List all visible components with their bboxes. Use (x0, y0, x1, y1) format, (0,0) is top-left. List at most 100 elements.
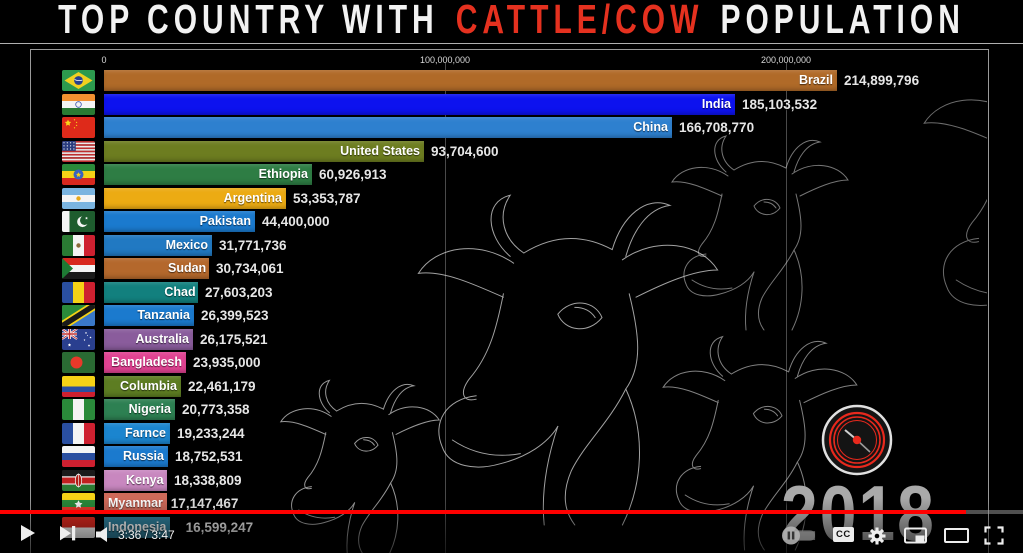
flag-colombia-icon (62, 375, 95, 397)
country-label: Tanzania (137, 308, 190, 322)
theater-icon (944, 528, 969, 543)
value-label: 18,338,809 (174, 472, 242, 488)
progress-bar[interactable] (0, 510, 1023, 514)
theater-mode-button[interactable] (944, 528, 970, 549)
bar-mexico (104, 234, 212, 256)
value-label: 44,400,000 (262, 214, 330, 229)
flag-chad-icon (62, 281, 95, 303)
flag-brazil-icon (62, 70, 95, 91)
flag-france-icon (62, 422, 95, 444)
country-label: Ethiopia (258, 167, 308, 181)
country-label: Nigeria (128, 402, 171, 416)
flag-bangladesh-icon (62, 352, 95, 373)
value-label: 19,233,244 (177, 425, 245, 441)
flag-australia-icon (62, 328, 95, 350)
flag-kenya-icon (62, 469, 95, 491)
value-label: 30,734,061 (216, 261, 284, 276)
bar-sudan (104, 258, 209, 279)
page-title: TOP COUNTRY WITH CATTLE/COW POPULATION (58, 0, 965, 44)
flag-tanzania-icon (62, 305, 95, 326)
value-label: 22,461,179 (188, 378, 256, 394)
flag-china-icon (62, 117, 95, 138)
title-prefix: TOP COUNTRY WITH (58, 0, 439, 43)
bar-china (104, 117, 672, 138)
country-label: Australia (135, 331, 189, 346)
title-suffix: POPULATION (720, 0, 965, 43)
country-label: Chad (164, 284, 196, 299)
country-label: Sudan (168, 261, 207, 275)
axis-tick-label: 100,000,000 (419, 55, 471, 65)
clock-icon (820, 403, 894, 482)
title-highlight: CATTLE/COW (455, 0, 704, 43)
bar-bangladesh (104, 352, 186, 373)
value-label: 26,399,523 (201, 308, 269, 323)
flag-nigeria-icon (62, 399, 95, 420)
country-label: Mexico (165, 237, 208, 252)
miniplayer-icon (904, 527, 927, 544)
country-label: Brazil (798, 73, 833, 87)
time-display: 3:36 / 3:47 (118, 528, 175, 542)
captions-button[interactable]: CC (833, 527, 854, 542)
bar-russia (104, 446, 168, 467)
flag-pakistan-icon (62, 211, 95, 232)
bar-colombia (104, 375, 181, 397)
settings-button[interactable] (867, 526, 887, 551)
value-label: 60,926,913 (319, 167, 387, 182)
flag-ethiopia-icon (62, 164, 95, 185)
flag-argentina-icon (62, 187, 95, 209)
country-label: Kenya (126, 472, 164, 487)
bar-ethiopia (104, 164, 312, 185)
play-icon (21, 525, 35, 541)
next-icon (60, 526, 76, 541)
country-label: India (701, 96, 731, 111)
miniplayer-button[interactable] (904, 527, 928, 550)
play-button[interactable] (20, 524, 36, 547)
country-label: Columbia (120, 378, 177, 393)
axis-tick-label: 200,000,000 (760, 55, 812, 65)
video-title-banner: TOP COUNTRY WITH CATTLE/COW POPULATION (0, 0, 1023, 44)
value-label: 185,103,532 (742, 96, 818, 112)
bar-france (104, 422, 170, 444)
value-label: 20,773,358 (182, 402, 250, 417)
flag-sudan-icon (62, 258, 95, 279)
bar-pakistan (104, 211, 255, 232)
country-label: Argentina (223, 190, 282, 205)
country-label: United States (340, 143, 420, 158)
value-label: 27,603,203 (205, 284, 273, 300)
bar-argentina (104, 187, 286, 209)
progress-played (0, 510, 966, 514)
country-label: Farnce (124, 425, 166, 440)
value-label: 31,771,736 (219, 237, 287, 253)
country-label: Bangladesh (111, 355, 182, 369)
country-label: China (633, 120, 668, 134)
volume-button[interactable] (96, 527, 110, 547)
bar-usa (104, 140, 424, 162)
next-button[interactable] (60, 526, 76, 546)
fullscreen-icon (984, 526, 1004, 545)
autoplay-toggle[interactable] (779, 524, 819, 551)
country-label: Pakistan (199, 214, 251, 228)
gear-icon (868, 527, 886, 545)
value-label: 166,708,770 (679, 120, 755, 135)
bar-tanzania (104, 305, 194, 326)
bar-australia (104, 328, 193, 350)
country-label: Russia (122, 449, 164, 463)
volume-icon (96, 527, 107, 542)
title-divider (0, 43, 1023, 44)
value-label: 93,704,600 (431, 143, 499, 159)
flag-india-icon (62, 93, 95, 115)
autoplay-icon (782, 526, 815, 545)
flag-russia-icon (62, 446, 95, 467)
bar-chad (104, 281, 198, 303)
value-label: 23,935,000 (193, 355, 261, 370)
chart-frame (30, 49, 989, 553)
value-label: 53,353,787 (293, 190, 361, 206)
axis-tick-label: 0 (101, 55, 107, 65)
bar-kenya (104, 469, 167, 491)
value-label: 214,899,796 (844, 73, 920, 88)
bar-nigeria (104, 399, 175, 420)
value-label: 26,175,521 (200, 331, 268, 347)
value-label: 18,752,531 (175, 449, 243, 464)
fullscreen-button[interactable] (984, 526, 1004, 550)
